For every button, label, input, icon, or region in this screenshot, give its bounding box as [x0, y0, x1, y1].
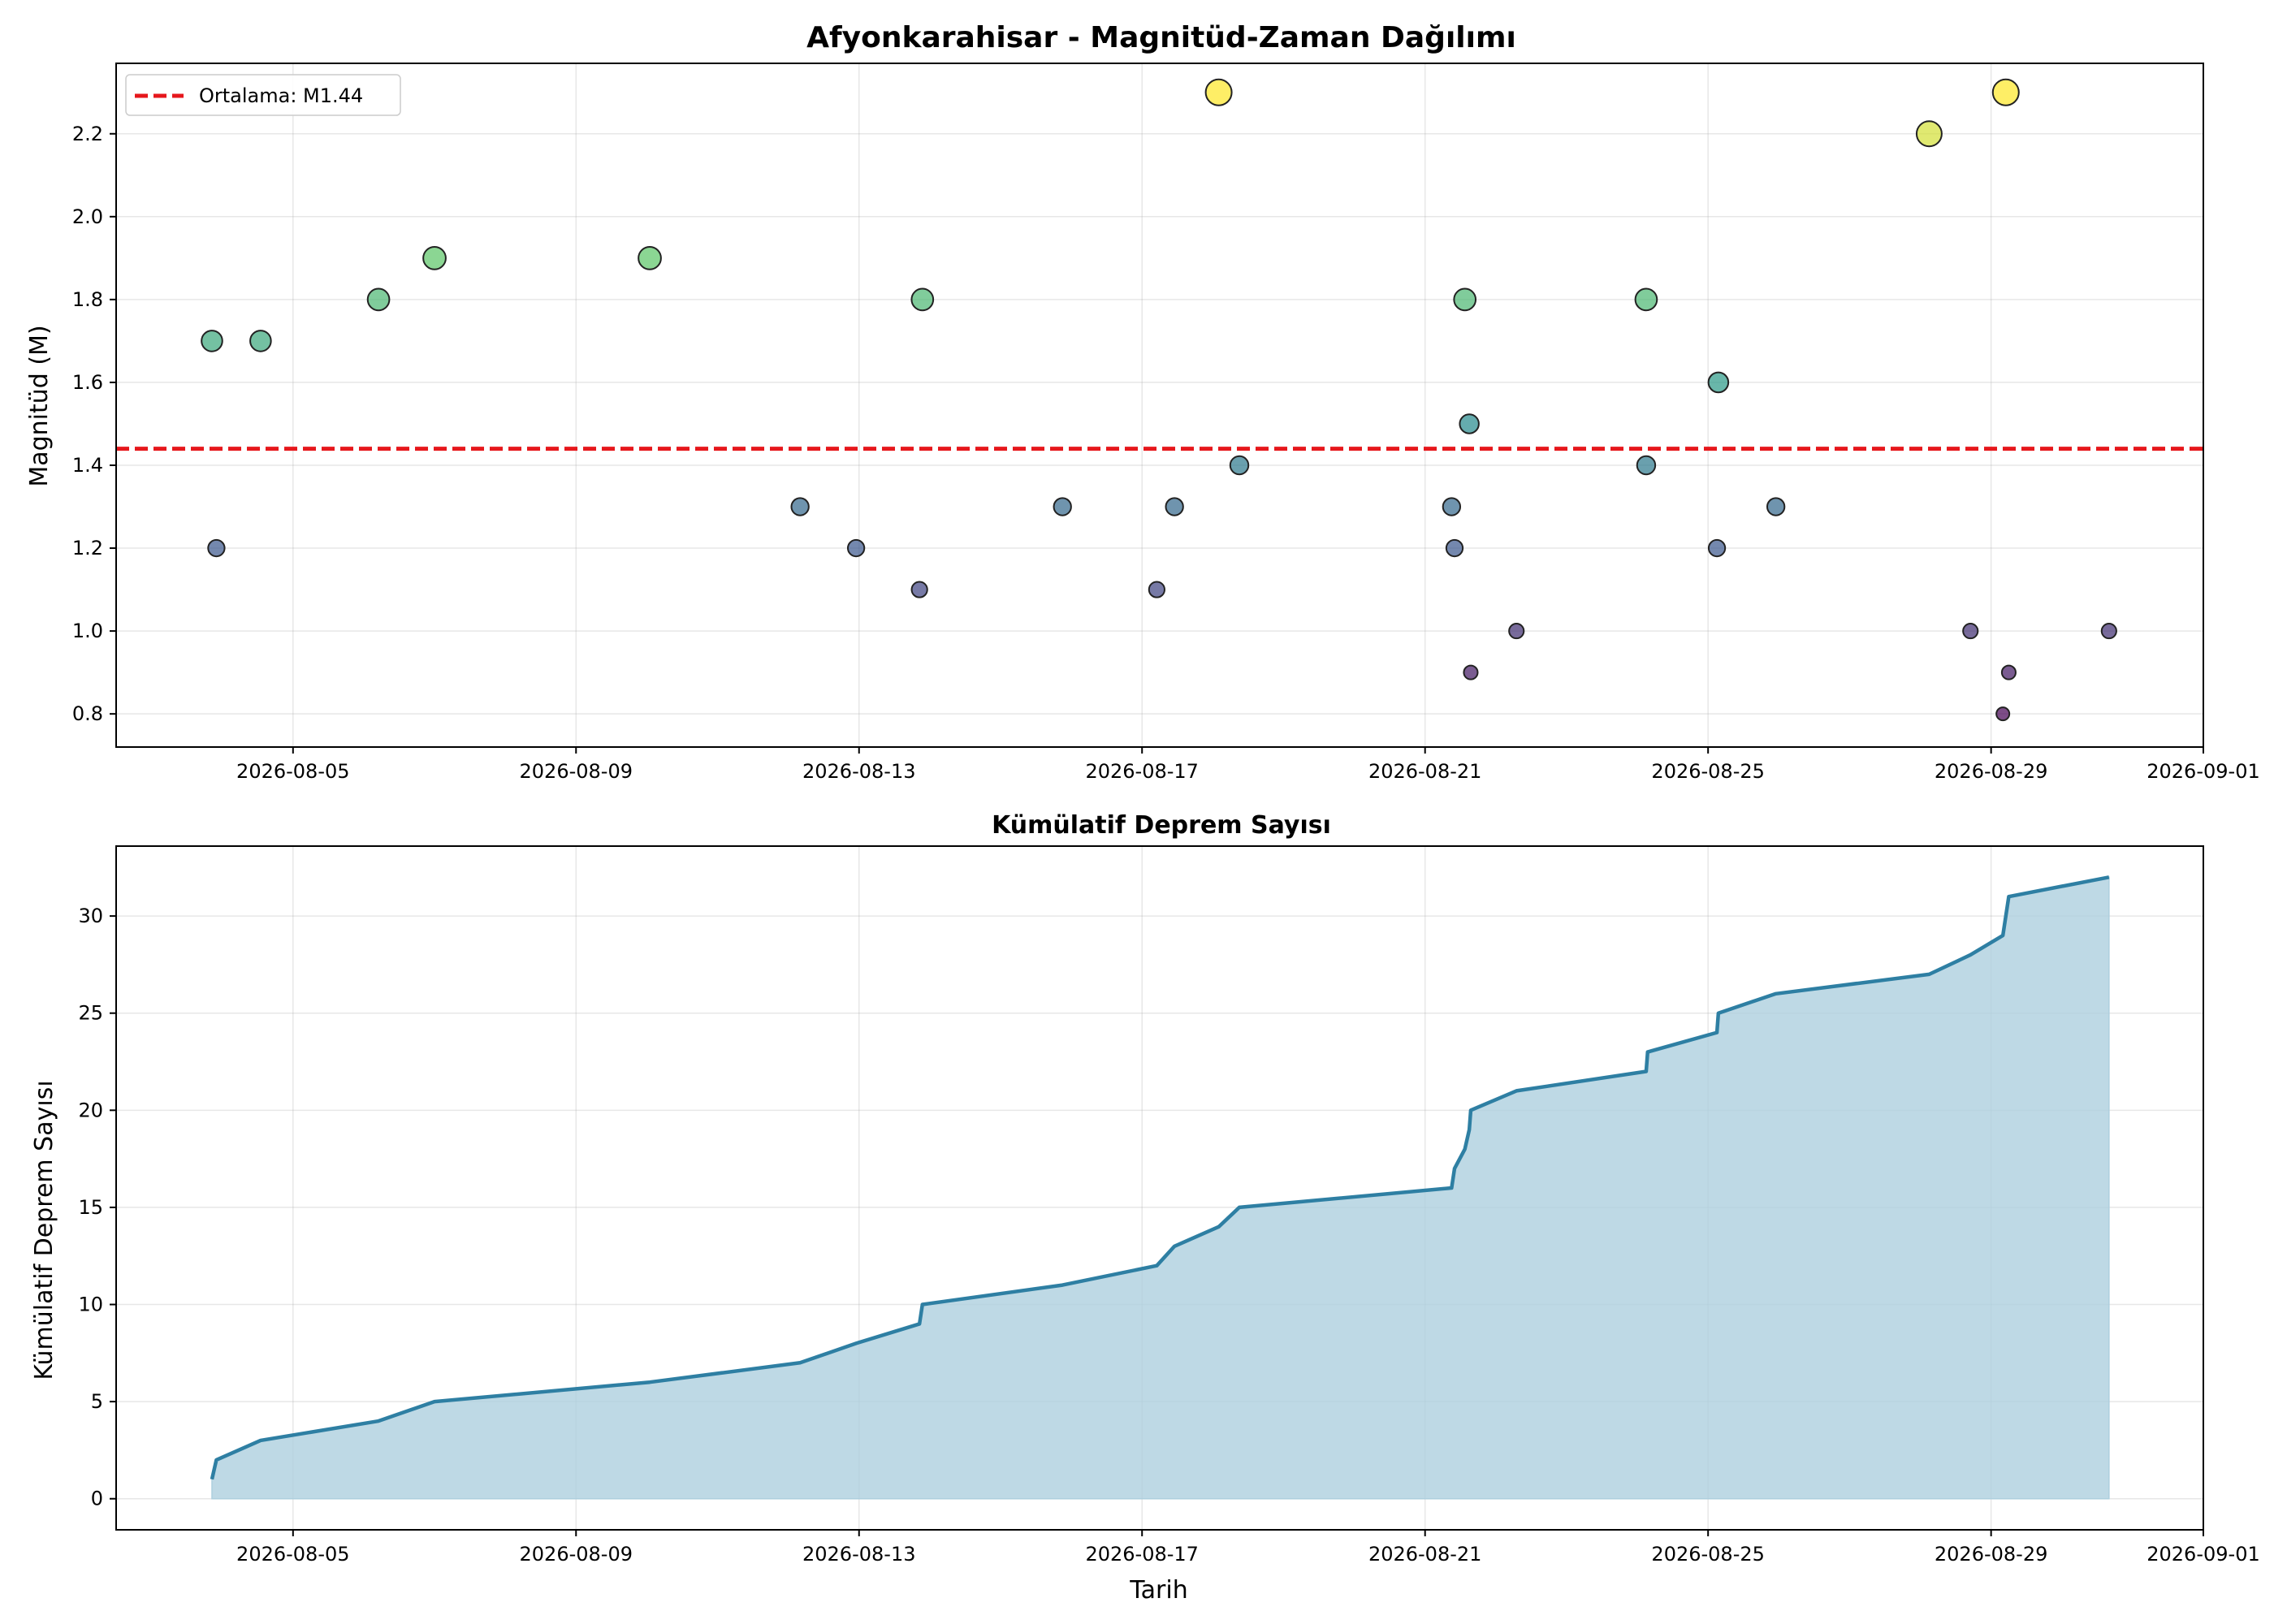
chart1-xtick-label-6: 2026-08-29: [1935, 760, 2047, 783]
quake-point-1: [207, 538, 226, 558]
chart2-ytick-label-2: 10: [78, 1294, 103, 1316]
chart1-ylabel: Magnitüd (M): [25, 325, 54, 486]
quake-point-24: [1707, 371, 1730, 394]
quake-point-6: [790, 497, 810, 516]
chart1-frame: [115, 63, 2204, 748]
chart2-xtick-label-5: 2026-08-25: [1651, 1543, 1764, 1566]
chart2-area: [210, 875, 2110, 1500]
quake-point-2: [249, 330, 272, 352]
quake-point-13: [1204, 78, 1233, 106]
quake-point-17: [1453, 287, 1477, 312]
quake-point-18: [1459, 413, 1480, 434]
chart2-yticks: 0 5 10 15 20 25 30: [78, 905, 116, 1510]
chart1-xtick-label-1: 2026-08-09: [520, 760, 633, 783]
quake-point-0: [201, 330, 223, 352]
chart2-xtick-label-4: 2026-08-21: [1368, 1543, 1481, 1566]
quake-point-19: [1463, 664, 1479, 680]
chart2-title: Kümülatif Deprem Sayısı: [992, 811, 1331, 840]
legend-box: [125, 74, 401, 116]
chart1-ytick-label-5: 1.8: [72, 288, 103, 311]
cumulative-line: [210, 875, 2110, 1480]
quake-point-3: [366, 287, 391, 312]
quake-point-15: [1442, 497, 1462, 516]
chart1-yticks: 0.8 1.0 1.2 1.4 1.6 1.8 2.0 2.2: [72, 123, 116, 725]
chart2-xtick-label-7: 2026-09-01: [2146, 1543, 2259, 1566]
chart2-xtick-label-2: 2026-08-13: [802, 1543, 915, 1566]
chart2-ytick-label-1: 5: [91, 1390, 103, 1413]
chart1-xtick-label-3: 2026-08-17: [1085, 760, 1198, 783]
quake-point-31: [2100, 623, 2117, 640]
chart2-ylabel: Kümülatif Deprem Sayısı: [30, 1080, 58, 1380]
quake-point-4: [422, 245, 447, 270]
chart1-xtick-label-2: 2026-08-13: [802, 760, 915, 783]
legend-mean-label: Ortalama: M1.44: [199, 84, 363, 107]
chart2-xtick-label-0: 2026-08-05: [236, 1543, 349, 1566]
chart2-xtick-label-1: 2026-08-09: [520, 1543, 633, 1566]
chart2-xticks: 2026-08-05 2026-08-09 2026-08-13 2026-08-17…: [236, 1530, 2260, 1566]
quake-point-30: [2000, 664, 2017, 680]
quake-point-28: [1995, 706, 2011, 722]
quake-point-12: [1165, 497, 1184, 516]
quake-point-27: [1962, 623, 1979, 640]
chart2-ytick-label-4: 20: [78, 1099, 103, 1121]
chart2-ytick-label-6: 30: [78, 905, 103, 927]
quake-point-29: [1991, 78, 2020, 106]
quake-point-22: [1636, 455, 1657, 476]
chart1-legend: Ortalama: M1.44: [125, 74, 401, 116]
quake-point-21: [1634, 287, 1658, 312]
chart2-xtick-label-3: 2026-08-17: [1085, 1543, 1198, 1566]
quake-point-11: [1148, 581, 1165, 598]
chart1-ytick-label-6: 2.0: [72, 205, 103, 228]
quake-point-10: [1053, 497, 1072, 516]
chart1-xtick-label-4: 2026-08-21: [1368, 760, 1481, 783]
quake-point-5: [638, 245, 662, 270]
quake-point-25: [1766, 497, 1786, 516]
chart2-ytick-label-3: 15: [78, 1196, 103, 1219]
quake-point-16: [1445, 538, 1464, 558]
chart2-xlabel: Tarih: [1129, 1576, 1187, 1605]
chart1-ytick-label-3: 1.4: [72, 454, 103, 477]
quake-point-14: [1229, 455, 1250, 476]
chart1-grid: [116, 63, 2204, 747]
chart1-ytick-label-2: 1.2: [72, 537, 103, 559]
chart1-xticks: 2026-08-05 2026-08-09 2026-08-13 2026-08-17…: [236, 747, 2260, 783]
quake-point-20: [1508, 623, 1525, 640]
quake-point-7: [846, 538, 866, 558]
chart2-ytick-label-5: 25: [78, 1002, 103, 1025]
chart1-ytick-label-7: 2.2: [72, 123, 103, 145]
quake-point-9: [910, 287, 935, 312]
quake-point-26: [1915, 120, 1943, 148]
cumulative-area-fill: [211, 876, 2110, 1500]
chart1-xtick-label-7: 2026-09-01: [2146, 760, 2259, 783]
chart1-xtick-label-0: 2026-08-05: [236, 760, 349, 783]
chart1-ytick-label-4: 1.6: [72, 371, 103, 394]
chart1-xtick-label-5: 2026-08-25: [1651, 760, 1764, 783]
chart1-points: [201, 78, 2117, 722]
quake-point-8: [910, 581, 928, 598]
chart2-xtick-label-6: 2026-08-29: [1935, 1543, 2047, 1566]
chart2-frame: [115, 845, 2204, 1531]
chart1-ytick-label-1: 1.0: [72, 620, 103, 642]
chart1-title: Afyonkarahisar - Magnitüd-Zaman Dağılımı: [806, 21, 1516, 54]
chart2-ytick-label-0: 0: [91, 1488, 103, 1510]
chart1-ytick-label-0: 0.8: [72, 702, 103, 725]
quake-point-23: [1707, 538, 1727, 558]
